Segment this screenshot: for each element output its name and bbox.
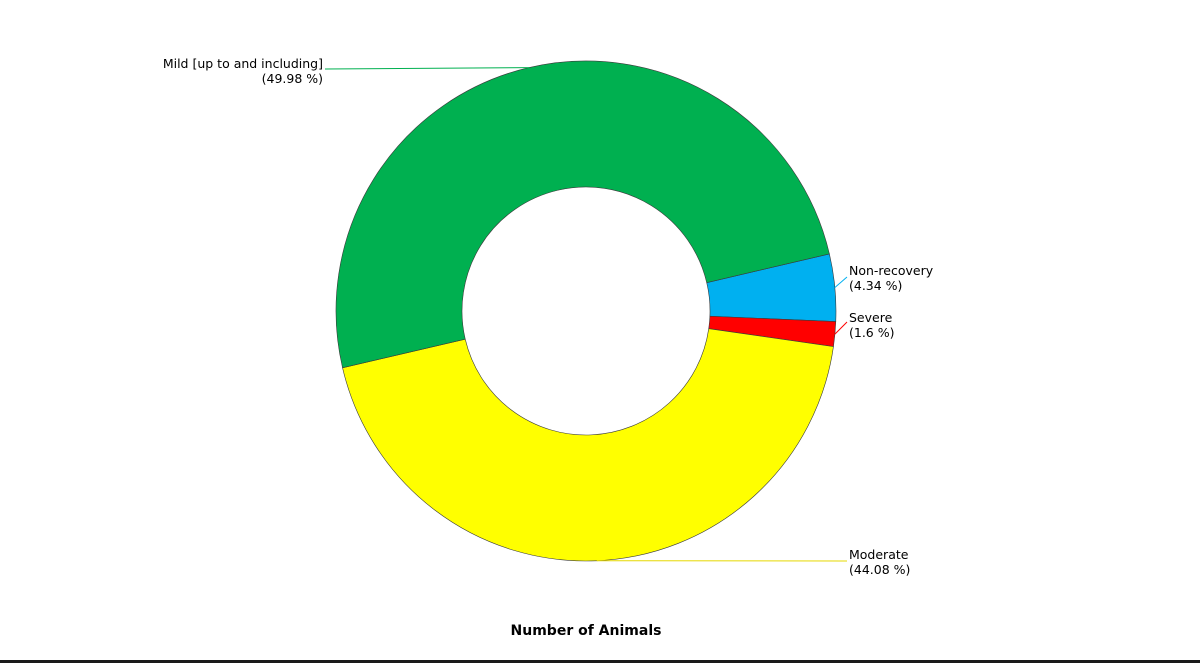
- leader-line: [834, 321, 848, 335]
- leader-line: [834, 276, 848, 288]
- slice-label-name: Non-recovery: [849, 263, 934, 278]
- slice-mild-up-to-and-including: [335, 60, 830, 369]
- leader-lines: [324, 67, 848, 562]
- chart-title: Number of Animals: [511, 623, 662, 639]
- slice-label-percent: (1.6 %): [849, 325, 894, 340]
- slice-label-percent: (49.98 %): [262, 71, 323, 86]
- slice-moderate: [342, 328, 834, 562]
- slice-labels: Non-recovery(4.34 %) Severe(1.6 %) Moderat…: [163, 56, 934, 577]
- slice-label-percent: (44.08 %): [849, 562, 910, 577]
- slice-label-percent: (4.34 %): [849, 278, 902, 293]
- slices-layer: [335, 60, 837, 562]
- leader-line: [324, 67, 530, 70]
- slice-label-name: Moderate: [849, 547, 909, 562]
- slice-label-name: Severe: [849, 310, 893, 325]
- slice-label-name: Mild [up to and including]: [163, 56, 323, 71]
- bottom-border: [0, 660, 1200, 663]
